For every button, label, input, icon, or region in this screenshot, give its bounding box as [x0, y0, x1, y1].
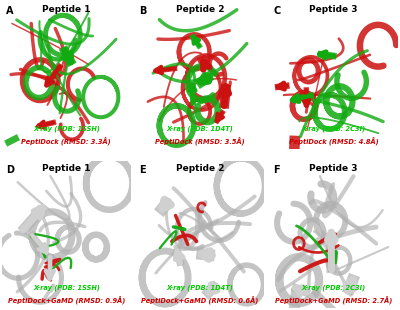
- Text: C: C: [273, 6, 280, 16]
- Text: X-ray (PDB: 1D4T): X-ray (PDB: 1D4T): [167, 126, 233, 132]
- Text: B: B: [140, 6, 147, 16]
- Text: PeptiDock+GaMD (RMSD: 0.6Å): PeptiDock+GaMD (RMSD: 0.6Å): [141, 297, 259, 305]
- Text: D: D: [6, 165, 14, 175]
- Text: PeptiDock (RMSD: 4.8Å): PeptiDock (RMSD: 4.8Å): [289, 138, 378, 146]
- Text: E: E: [140, 165, 146, 175]
- Text: X-ray (PDB: 1SSH): X-ray (PDB: 1SSH): [33, 126, 100, 132]
- Text: Peptide 1: Peptide 1: [42, 5, 90, 14]
- Text: X-ray (PDB: 1SSH): X-ray (PDB: 1SSH): [33, 285, 100, 291]
- Text: X-ray (PDB: 2C3I): X-ray (PDB: 2C3I): [302, 285, 366, 291]
- Text: Peptide 3: Peptide 3: [310, 164, 358, 173]
- Text: F: F: [273, 165, 280, 175]
- Text: Peptide 3: Peptide 3: [310, 5, 358, 14]
- Text: Peptide 2: Peptide 2: [176, 164, 224, 173]
- Text: PeptiDock (RMSD: 3.3Å): PeptiDock (RMSD: 3.3Å): [22, 138, 111, 146]
- Text: X-ray (PDB: 2C3I): X-ray (PDB: 2C3I): [302, 126, 366, 132]
- Text: PeptiDock+GaMD (RMSD: 0.9Å): PeptiDock+GaMD (RMSD: 0.9Å): [8, 297, 125, 305]
- Text: X-ray (PDB: 1D4T): X-ray (PDB: 1D4T): [167, 285, 233, 291]
- Text: Peptide 1: Peptide 1: [42, 164, 90, 173]
- Text: A: A: [6, 6, 13, 16]
- Text: PeptiDock (RMSD: 3.5Å): PeptiDock (RMSD: 3.5Å): [155, 138, 245, 146]
- Text: Peptide 2: Peptide 2: [176, 5, 224, 14]
- Text: PeptiDock+GaMD (RMSD: 2.7Å): PeptiDock+GaMD (RMSD: 2.7Å): [275, 297, 392, 305]
